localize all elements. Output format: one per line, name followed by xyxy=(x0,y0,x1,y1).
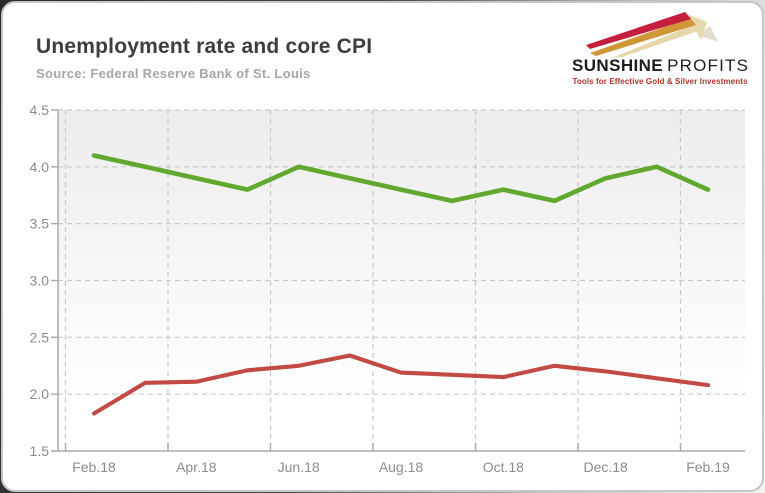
y-tick-label: 4.5 xyxy=(30,102,50,118)
axis-tick-labels: 4.5 4.0 3.5 3.0 2.5 2.0 1.5 Feb.18 Apr.18 Jun.18 A… xyxy=(30,102,730,475)
gridlines xyxy=(58,109,745,451)
y-tick-label: 2.5 xyxy=(30,329,50,345)
series-lines xyxy=(91,153,711,416)
sunshine-profits-logo: SUNSHINE PROFITS Tools for Effective Gold… xyxy=(572,11,748,86)
x-tick-label: Feb.18 xyxy=(72,459,116,475)
chart-title: Unemployment rate and core CPI xyxy=(36,35,373,58)
x-tick-label: Apr.18 xyxy=(176,459,217,475)
y-tick-label: 3.5 xyxy=(30,216,50,232)
y-tick-label: 3.0 xyxy=(30,273,50,289)
x-tick-label: Feb.19 xyxy=(686,459,730,475)
logo-tagline: Tools for Effective Gold & Silver Invest… xyxy=(572,76,748,86)
logo-name: SUNSHINE PROFITS xyxy=(572,57,748,75)
chart-source-caption: Source: Federal Reserve Bank of St. Loui… xyxy=(36,66,311,81)
logo-rays-icon xyxy=(586,12,718,57)
x-tick-label: Dec.18 xyxy=(583,459,628,475)
y-tick-label: 2.0 xyxy=(30,386,50,402)
logo-name-bold: SUNSHINE xyxy=(572,56,664,75)
logo-name-light: PROFITS xyxy=(667,56,750,75)
y-tick-label: 4.0 xyxy=(30,159,50,175)
series-line-unemployment xyxy=(91,153,711,204)
x-tick-label: Aug.18 xyxy=(379,459,424,475)
x-tick-label: Jun.18 xyxy=(278,459,320,475)
axes xyxy=(51,109,745,452)
series-line-core-cpi xyxy=(91,353,711,416)
line-chart: 4.5 4.0 3.5 3.0 2.5 2.0 1.5 Feb.18 Apr.18 Jun.18 A… xyxy=(30,102,745,475)
x-tick-label: Oct.18 xyxy=(483,459,524,475)
y-tick-label: 1.5 xyxy=(30,443,50,459)
